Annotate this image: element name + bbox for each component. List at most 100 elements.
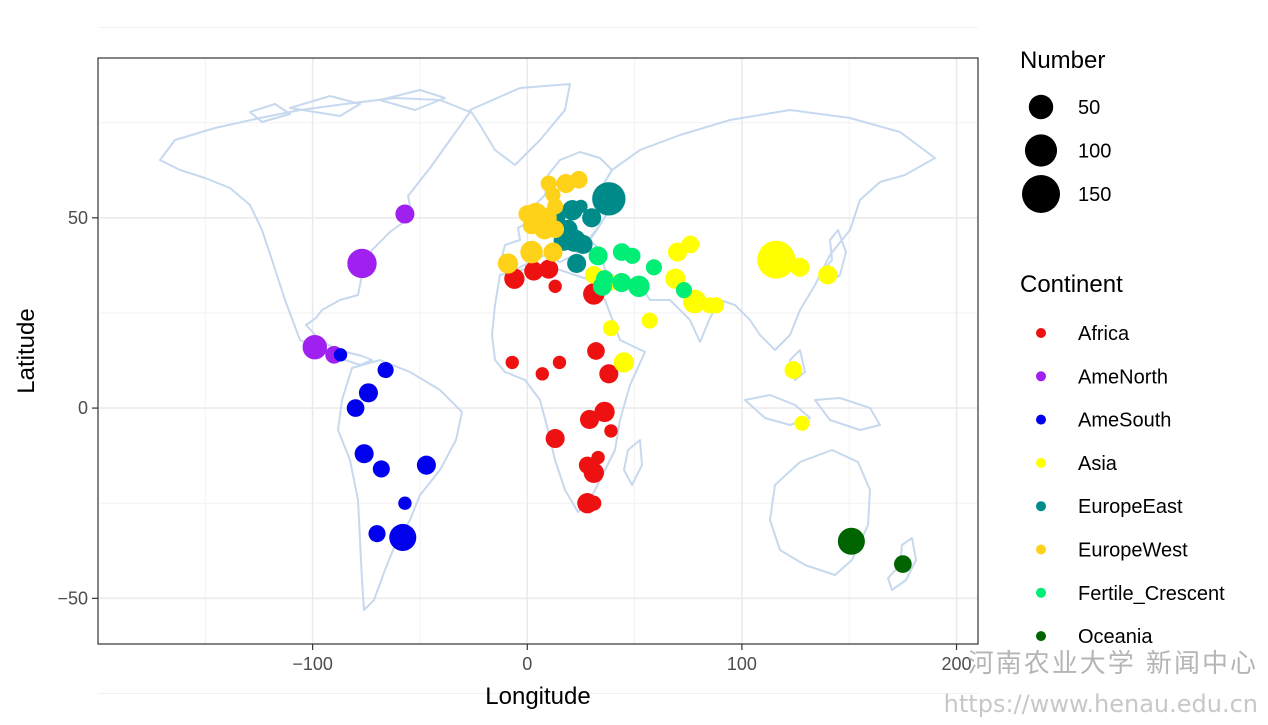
data-point: [354, 444, 374, 464]
data-point: [784, 361, 803, 379]
madagascar-outline: [623, 439, 643, 486]
data-point: [681, 235, 700, 254]
data-point: [588, 246, 608, 266]
color-legend-label: Oceania: [1078, 626, 1153, 648]
data-point: [757, 240, 796, 279]
data-point: [587, 342, 605, 360]
color-legend-label: Africa: [1078, 323, 1130, 345]
data-point: [894, 555, 912, 573]
data-point: [302, 334, 328, 360]
x-axis-title: Longitude: [485, 683, 590, 710]
data-point: [504, 268, 525, 289]
data-point: [675, 282, 693, 299]
x-tick-label: −100: [292, 654, 333, 674]
data-point: [535, 367, 549, 381]
color-legend-key: [1036, 457, 1046, 468]
color-legend-label: EuropeWest: [1078, 540, 1188, 562]
data-point: [579, 409, 600, 430]
color-legend-label: Fertile_Crescent: [1078, 583, 1225, 605]
data-point: [604, 424, 618, 438]
color-legend-key: [1036, 501, 1046, 512]
data-point: [398, 496, 412, 510]
greenland-outline: [469, 83, 571, 166]
size-legend-key: [1024, 134, 1058, 167]
watermark: 河南农业大学 新闻中心 https://www.henau.edu.cn: [944, 649, 1258, 718]
x-tick-label: 200: [942, 654, 972, 674]
data-point: [524, 261, 544, 281]
axis-ticks: −100 0 100 200 −50 0 50: [57, 208, 971, 674]
data-point: [628, 275, 650, 298]
data-point: [645, 259, 662, 276]
size-legend-title: Number: [1020, 47, 1105, 74]
data-point: [602, 320, 620, 337]
data-point: [790, 257, 810, 277]
size-legend-key: [1028, 94, 1054, 120]
color-legend-label: EuropeEast: [1078, 496, 1183, 518]
data-point: [592, 182, 626, 216]
data-point: [372, 460, 390, 478]
data-points: [302, 170, 912, 573]
color-legend: Continent Africa AmeNorth AmeSouth Asia Euro…: [1020, 271, 1225, 648]
data-point: [599, 364, 619, 384]
south-america-outline: [337, 359, 463, 611]
plot-panel-border: [97, 57, 979, 645]
plot-panel-background: [98, 58, 978, 644]
size-legend-key: [1022, 175, 1060, 213]
data-point: [389, 523, 417, 551]
data-point: [497, 253, 519, 274]
data-point: [368, 525, 386, 543]
data-point: [520, 240, 543, 264]
color-legend-label: AmeSouth: [1078, 410, 1171, 432]
data-point: [708, 297, 725, 314]
data-point: [583, 462, 604, 483]
color-legend-key: [1036, 414, 1046, 425]
x-tick-label: 100: [727, 654, 757, 674]
data-point: [573, 234, 593, 254]
data-point: [612, 272, 632, 293]
color-legend-title: Continent: [1020, 271, 1123, 298]
data-point: [794, 415, 810, 431]
data-point: [395, 204, 415, 224]
major-gridlines: [98, 58, 978, 644]
x-tick-label: 0: [522, 654, 532, 674]
data-point: [347, 248, 377, 279]
data-point: [552, 355, 567, 370]
data-point: [569, 170, 588, 189]
color-legend-key: [1036, 587, 1046, 598]
y-tick-label: 50: [68, 208, 88, 228]
data-point: [545, 428, 565, 449]
watermark-url: https://www.henau.edu.cn: [944, 690, 1258, 718]
data-point: [641, 312, 658, 329]
data-point: [539, 259, 559, 279]
color-legend-label: AmeNorth: [1078, 366, 1168, 388]
data-point: [543, 242, 563, 262]
watermark-chinese-text: 河南农业大学 新闻中心: [968, 649, 1258, 679]
size-legend: Number 50 100 150: [1020, 47, 1111, 213]
color-legend-key: [1036, 631, 1046, 642]
size-legend-label: 50: [1078, 97, 1100, 119]
y-axis-title: Latitude: [13, 308, 40, 393]
minor-gridlines: [98, 27, 978, 694]
data-point: [818, 265, 838, 285]
color-legend-label: Asia: [1078, 453, 1118, 475]
color-legend-key: [1036, 371, 1046, 382]
data-point: [416, 455, 436, 475]
y-tick-label: −50: [57, 588, 88, 608]
data-point: [505, 355, 519, 370]
color-legend-key: [1036, 328, 1046, 338]
data-point: [613, 352, 635, 373]
data-point: [333, 348, 348, 362]
data-point: [546, 220, 565, 239]
data-point: [582, 208, 602, 228]
color-legend-key: [1036, 544, 1046, 555]
data-point: [837, 527, 865, 555]
arctic-islands-outline: [249, 89, 446, 123]
data-point: [548, 279, 562, 294]
data-point: [346, 399, 365, 417]
data-point: [594, 401, 615, 423]
size-legend-label: 100: [1078, 141, 1111, 163]
y-tick-label: 0: [78, 398, 88, 418]
data-point: [586, 495, 602, 511]
data-point: [358, 383, 378, 403]
